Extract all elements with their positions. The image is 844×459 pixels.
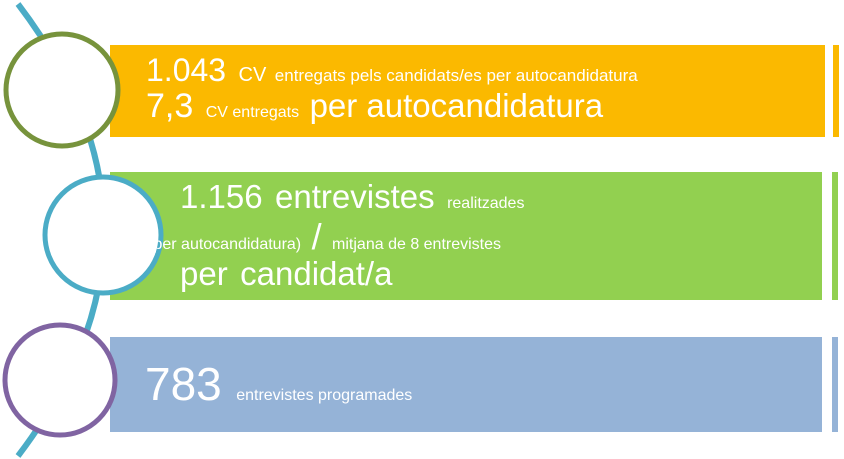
item-circle bbox=[3, 31, 121, 149]
item-text: CV bbox=[239, 64, 267, 86]
item-circle bbox=[2, 322, 118, 438]
item-line: 783 entrevistes programades bbox=[145, 358, 412, 410]
item-text: CV entregats bbox=[206, 104, 299, 121]
item-bar bbox=[110, 337, 822, 432]
item-text: entregats pels candidats/es per autocand… bbox=[275, 66, 638, 85]
item-text: per autocandidatura bbox=[310, 87, 604, 124]
item-text: candidat/a bbox=[240, 255, 393, 292]
item-text: / bbox=[312, 216, 322, 257]
item-text: (775 per autocandidatura) bbox=[117, 236, 301, 253]
item-stripe bbox=[832, 172, 838, 300]
item-text: mitjana de 8 entrevistes bbox=[332, 236, 501, 253]
item-text: entrevistes bbox=[275, 178, 435, 215]
item-text: 783 bbox=[145, 358, 222, 410]
item-line: 1.043 CV entregats pels candidats/es per… bbox=[146, 52, 638, 88]
item-circle bbox=[42, 174, 164, 296]
item-stripe bbox=[833, 45, 839, 137]
item-bar bbox=[110, 45, 825, 137]
item-text: per bbox=[180, 255, 228, 292]
item-bar bbox=[110, 172, 822, 300]
item-stripe bbox=[832, 337, 838, 432]
item-text: 1.156 bbox=[180, 178, 263, 215]
item-line: (775 per autocandidatura) / mitjana de 8… bbox=[117, 216, 501, 257]
item-text: realitzades bbox=[447, 195, 524, 212]
item-text: 1.043 bbox=[146, 52, 226, 88]
item-line: 7,3 CV entregats per autocandidatura bbox=[146, 87, 604, 125]
item-text: 7,3 bbox=[146, 87, 193, 125]
item-line: 1.156 entrevistes realitzades bbox=[180, 178, 524, 215]
item-line: per candidat/a bbox=[180, 255, 393, 292]
item-text: entrevistes programades bbox=[236, 387, 412, 404]
